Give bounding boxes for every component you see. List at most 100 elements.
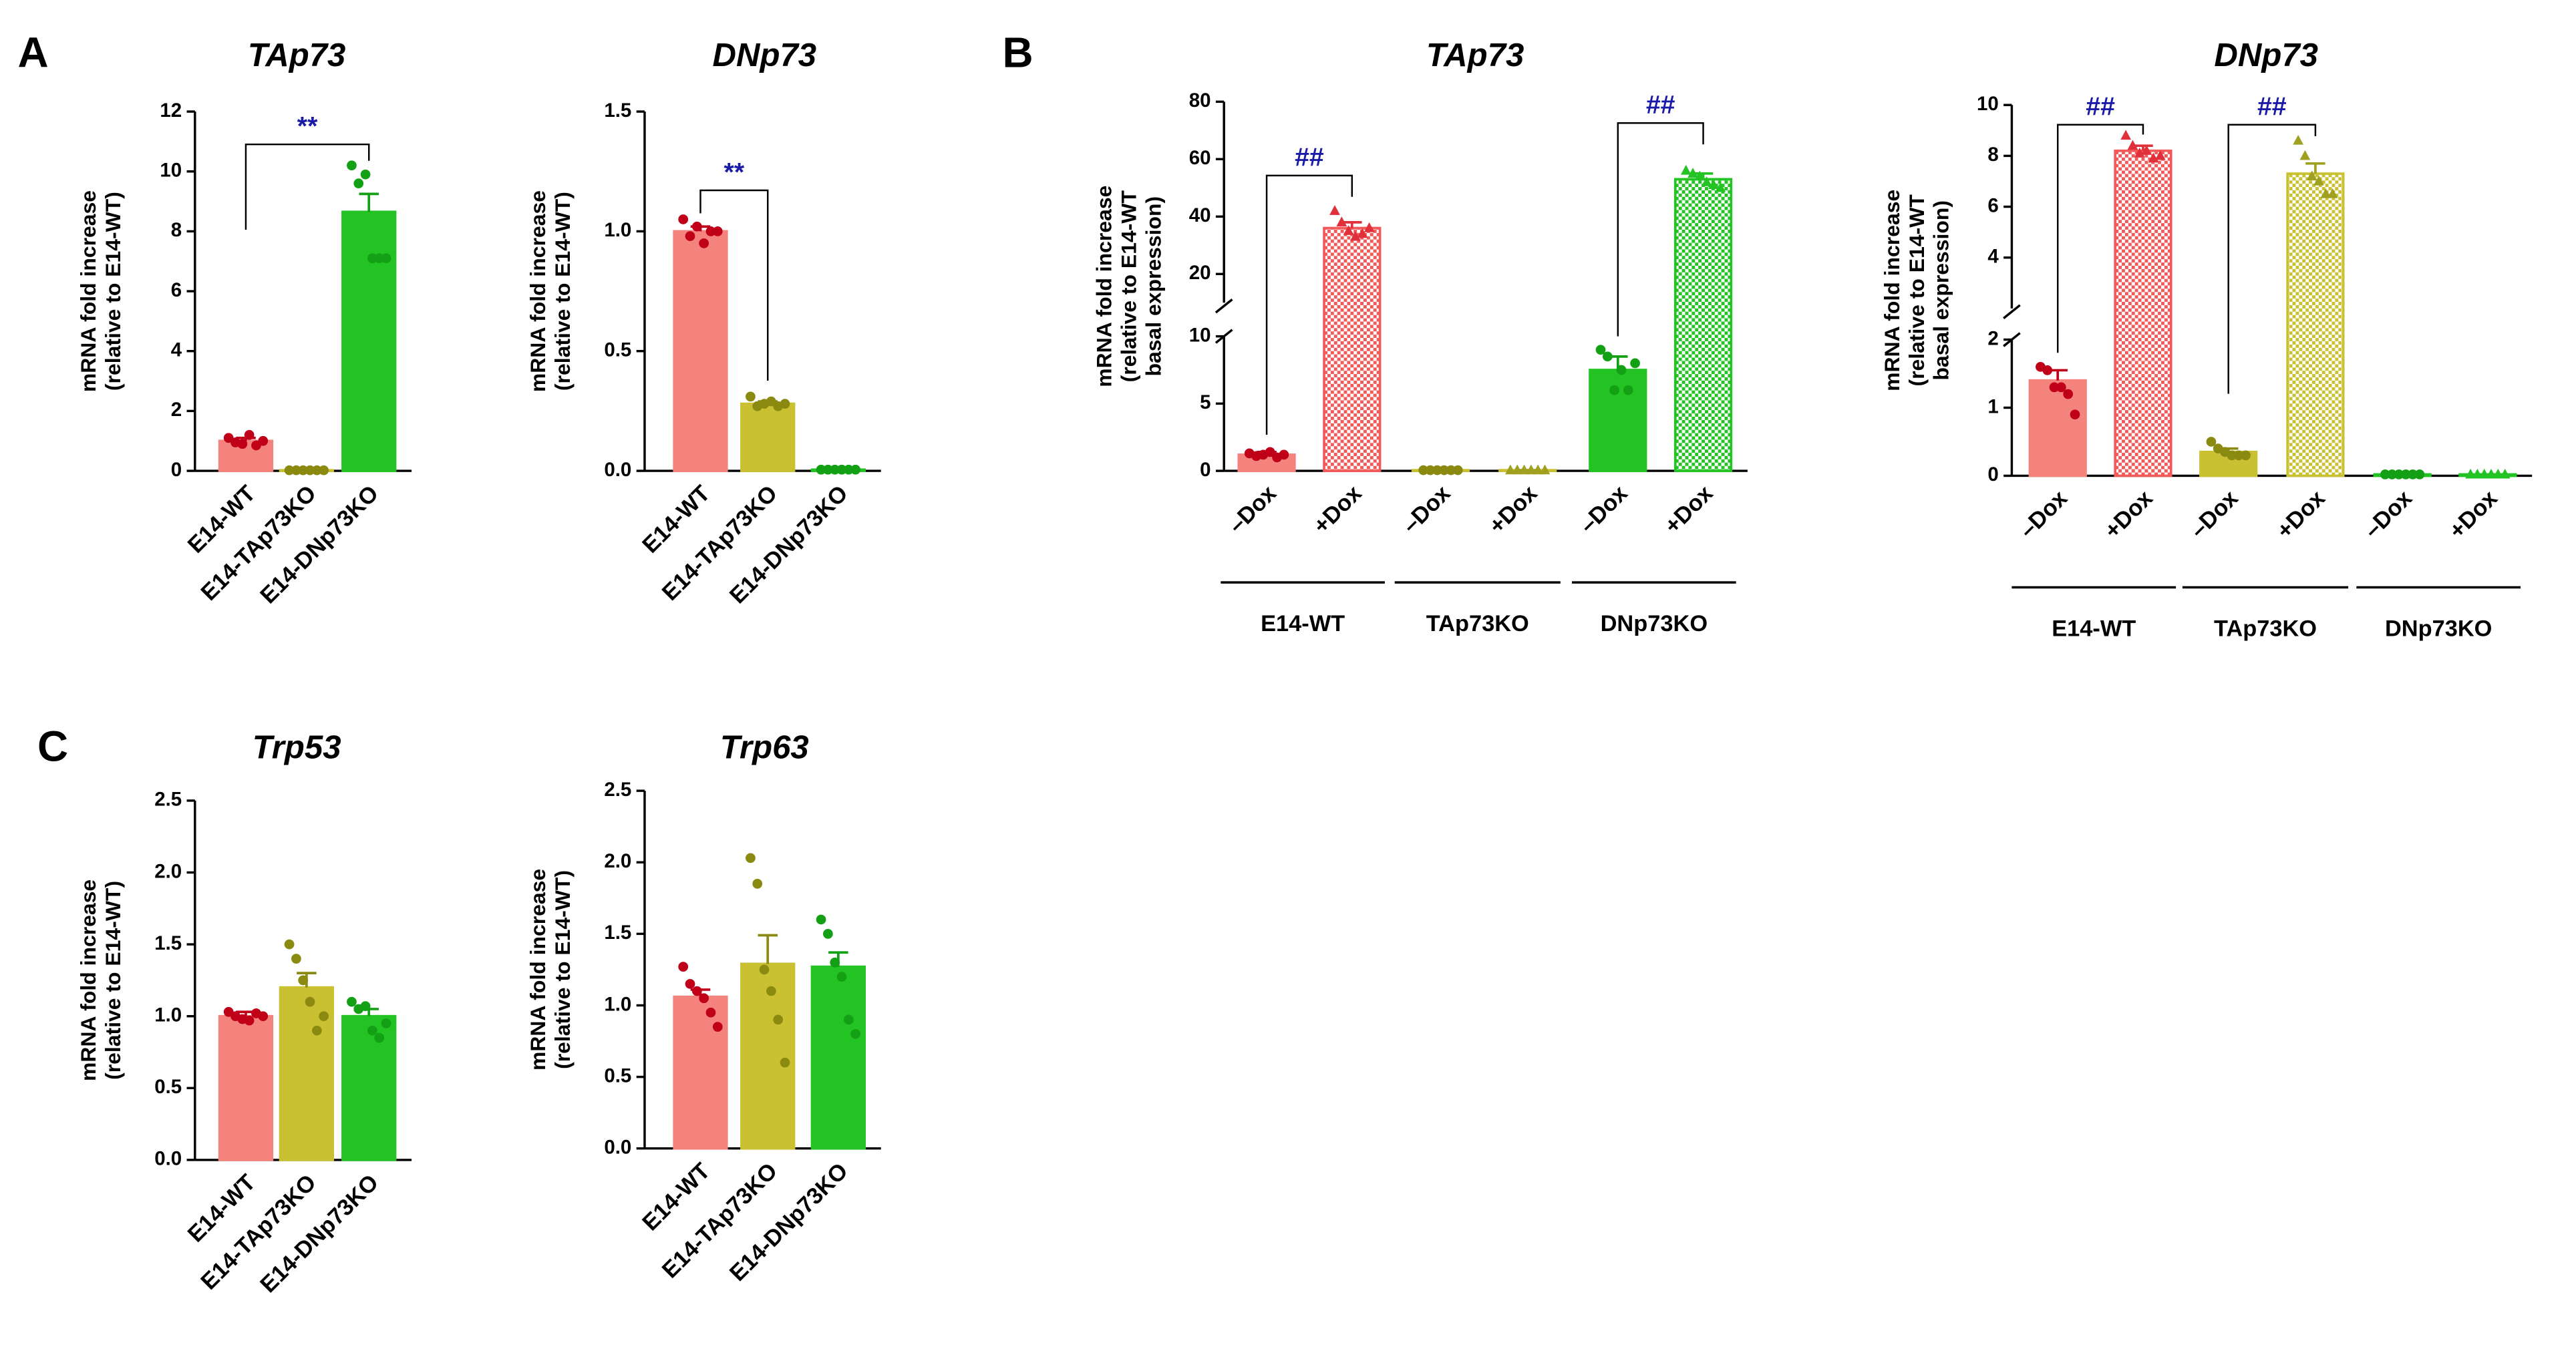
data-point bbox=[360, 169, 371, 180]
significance-label: ** bbox=[297, 112, 318, 141]
data-point bbox=[284, 465, 295, 475]
y-tick-label: 0.0 bbox=[604, 459, 631, 481]
y-tick-label: 10 bbox=[1189, 324, 1211, 346]
data-point bbox=[367, 1025, 377, 1036]
axis-break bbox=[1215, 299, 1233, 314]
data-point bbox=[712, 1022, 723, 1032]
data-point bbox=[823, 929, 833, 939]
data-point bbox=[2306, 170, 2317, 180]
data-point bbox=[1609, 385, 1620, 395]
data-point bbox=[347, 160, 357, 171]
y-tick-label: 2 bbox=[171, 399, 182, 421]
data-point bbox=[746, 853, 756, 863]
group-label: DNp73KO bbox=[1601, 611, 1708, 636]
y-tick-label: 1.5 bbox=[154, 932, 182, 954]
data-point bbox=[1715, 182, 1726, 192]
y-axis-label: mRNA fold increase bbox=[76, 190, 100, 392]
y-tick-label: 20 bbox=[1189, 262, 1211, 284]
data-point bbox=[746, 391, 756, 402]
data-point bbox=[291, 954, 301, 964]
data-point bbox=[823, 464, 833, 475]
data-point bbox=[766, 396, 776, 407]
data-point bbox=[2154, 150, 2166, 160]
data-point bbox=[291, 465, 301, 475]
significance-bracket bbox=[699, 189, 769, 381]
bar bbox=[673, 995, 728, 1150]
data-point bbox=[816, 914, 826, 925]
data-point bbox=[1265, 447, 1275, 457]
y-tick-label: 2 bbox=[1987, 327, 1998, 349]
group-label: E14-WT bbox=[1261, 611, 1345, 636]
group-label: TAp73KO bbox=[2214, 616, 2317, 641]
data-point bbox=[1336, 216, 1347, 227]
data-point bbox=[381, 253, 391, 264]
data-point bbox=[1279, 449, 1289, 460]
data-point bbox=[2120, 130, 2132, 140]
data-point bbox=[2408, 469, 2418, 479]
data-point bbox=[353, 178, 364, 189]
data-point bbox=[2472, 468, 2483, 479]
data-point bbox=[2492, 468, 2504, 479]
data-point bbox=[1525, 464, 1537, 475]
data-point bbox=[2293, 134, 2303, 145]
y-axis-label: (relative to E14-WT) bbox=[550, 870, 575, 1069]
y-tick-label: 12 bbox=[160, 100, 182, 122]
y-tick-label: 0 bbox=[171, 459, 182, 481]
data-point bbox=[678, 962, 689, 972]
data-point bbox=[2241, 450, 2251, 461]
y-axis-label: basal expression) bbox=[1929, 200, 1953, 381]
data-point bbox=[2320, 188, 2331, 198]
y-tick-label: 1.0 bbox=[604, 219, 631, 241]
data-point bbox=[1595, 345, 1606, 355]
data-point bbox=[1439, 465, 1450, 475]
y-axis-label: (relative to E14-WT bbox=[1905, 194, 1929, 387]
significance-bracket bbox=[1265, 174, 1353, 435]
data-point bbox=[699, 238, 709, 248]
y-tick-label: 2.0 bbox=[604, 850, 631, 872]
y-tick-label: 1.5 bbox=[604, 922, 631, 944]
y-tick-label: 4 bbox=[1987, 245, 1999, 267]
panel-label: C bbox=[37, 723, 68, 771]
y-tick-label: 0 bbox=[1987, 463, 1998, 485]
data-point bbox=[2134, 147, 2145, 158]
data-point bbox=[319, 465, 329, 475]
y-tick-label: 2.5 bbox=[604, 779, 631, 801]
significance-bracket bbox=[2227, 124, 2317, 394]
data-point bbox=[1505, 464, 1516, 475]
bar bbox=[1673, 178, 1733, 472]
data-point bbox=[843, 464, 854, 475]
y-tick-label: 1.0 bbox=[604, 993, 631, 1015]
y-tick-label: 2.5 bbox=[154, 789, 182, 811]
data-point bbox=[1446, 465, 1456, 475]
data-point bbox=[367, 253, 377, 264]
data-point bbox=[1343, 225, 1354, 235]
data-point bbox=[298, 465, 309, 475]
data-point bbox=[2380, 469, 2390, 479]
data-point bbox=[258, 435, 269, 446]
data-point bbox=[712, 226, 723, 236]
data-point bbox=[1357, 228, 1368, 238]
data-point bbox=[319, 1011, 329, 1022]
data-point bbox=[311, 1025, 322, 1036]
significance-label: ## bbox=[2257, 92, 2287, 122]
y-tick-label: 80 bbox=[1189, 89, 1211, 112]
y-tick-label: 0.0 bbox=[154, 1148, 182, 1170]
chart-title: DNp73 bbox=[712, 37, 816, 73]
axis-break bbox=[2003, 304, 2021, 319]
y-tick-label: 0.0 bbox=[604, 1136, 631, 1158]
data-point bbox=[830, 464, 840, 475]
data-point bbox=[1680, 164, 1692, 175]
data-point bbox=[2465, 468, 2476, 479]
bar bbox=[218, 1014, 274, 1161]
data-point bbox=[2478, 468, 2490, 479]
data-point bbox=[2227, 450, 2237, 461]
bar bbox=[1589, 369, 1647, 472]
data-point bbox=[305, 996, 315, 1007]
data-point bbox=[759, 964, 770, 975]
panel-label: B bbox=[1003, 28, 1033, 76]
data-point bbox=[691, 221, 702, 232]
y-axis-label: (relative to E14-WT) bbox=[550, 192, 575, 391]
data-point bbox=[1533, 464, 1544, 475]
y-axis-label: (relative to E14-WT) bbox=[101, 881, 125, 1080]
